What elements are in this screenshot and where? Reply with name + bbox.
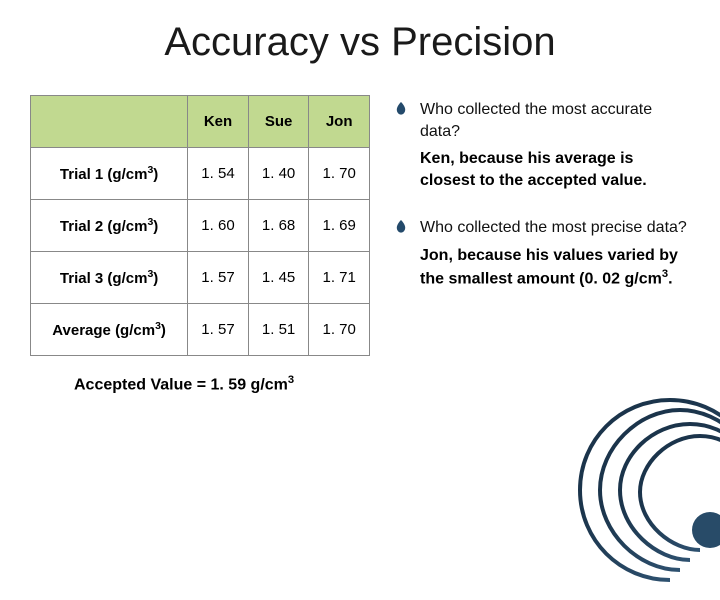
blank-header-cell	[31, 96, 188, 148]
cell: 1. 57	[188, 252, 249, 304]
cell: 1. 51	[248, 304, 309, 356]
question-block: Who collected the most accurate data? Ke…	[394, 99, 690, 191]
accepted-value: Accepted Value = 1. 59 g/cm3	[74, 374, 370, 394]
table-header-row: Ken Sue Jon	[31, 96, 370, 148]
cell: 1. 40	[248, 148, 309, 200]
cell: 1. 68	[248, 200, 309, 252]
question-text: Who collected the most accurate data?	[420, 99, 690, 142]
accepted-value-text: Accepted Value = 1. 59 g/cm	[74, 376, 288, 393]
cell: 1. 54	[188, 148, 249, 200]
table-row: Average (g/cm3) 1. 57 1. 51 1. 70	[31, 304, 370, 356]
bullet-icon	[394, 102, 408, 116]
cell: 1. 69	[309, 200, 370, 252]
cell: 1. 70	[309, 304, 370, 356]
table-row: Trial 2 (g/cm3) 1. 60 1. 68 1. 69	[31, 200, 370, 252]
cell: 1. 60	[188, 200, 249, 252]
table-row: Trial 1 (g/cm3) 1. 54 1. 40 1. 70	[31, 148, 370, 200]
question-line: Who collected the most accurate data?	[394, 99, 690, 142]
question-block: Who collected the most precise data? Jon…	[394, 217, 690, 289]
row-header: Trial 3 (g/cm3)	[31, 252, 188, 304]
cell: 1. 70	[309, 148, 370, 200]
col-header: Sue	[248, 96, 309, 148]
cell: 1. 71	[309, 252, 370, 304]
answer-text: Jon, because his values varied by the sm…	[420, 245, 690, 290]
page-title: Accuracy vs Precision	[0, 0, 720, 95]
content-row: Ken Sue Jon Trial 1 (g/cm3) 1. 54 1. 40 …	[0, 95, 720, 394]
cell: 1. 57	[188, 304, 249, 356]
data-table: Ken Sue Jon Trial 1 (g/cm3) 1. 54 1. 40 …	[30, 95, 370, 356]
row-header: Trial 1 (g/cm3)	[31, 148, 188, 200]
row-header: Trial 2 (g/cm3)	[31, 200, 188, 252]
cell: 1. 45	[248, 252, 309, 304]
answer-text: Ken, because his average is closest to t…	[420, 148, 690, 191]
corner-swirl-icon	[560, 380, 720, 600]
table-row: Trial 3 (g/cm3) 1. 57 1. 45 1. 71	[31, 252, 370, 304]
bullet-icon	[394, 220, 408, 234]
questions-region: Who collected the most accurate data? Ke…	[394, 95, 690, 394]
col-header: Jon	[309, 96, 370, 148]
col-header: Ken	[188, 96, 249, 148]
row-header: Average (g/cm3)	[31, 304, 188, 356]
question-line: Who collected the most precise data?	[394, 217, 690, 239]
table-region: Ken Sue Jon Trial 1 (g/cm3) 1. 54 1. 40 …	[30, 95, 370, 394]
accepted-value-sup: 3	[288, 374, 294, 386]
question-text: Who collected the most precise data?	[420, 217, 687, 239]
